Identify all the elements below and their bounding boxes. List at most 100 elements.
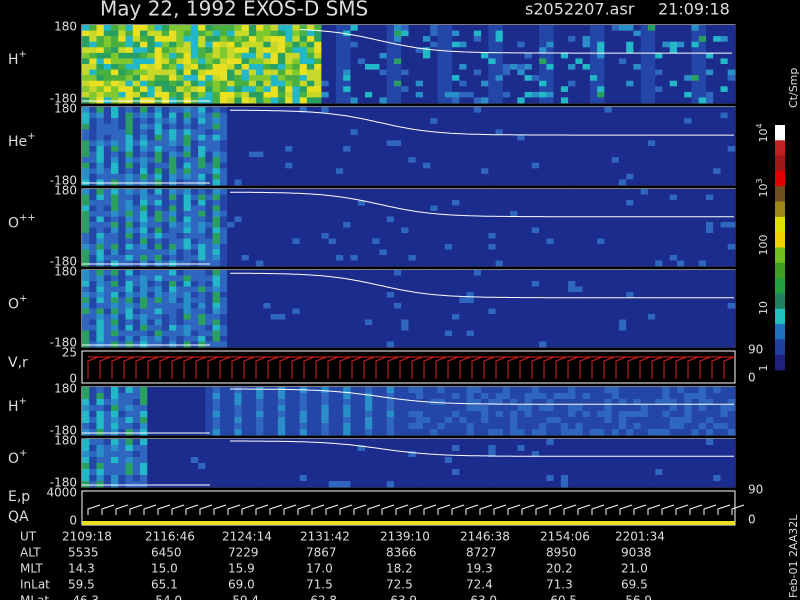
spectrogram-cell [408, 58, 417, 65]
spectrogram-cell [684, 249, 692, 256]
spectrogram-cell [633, 97, 642, 104]
spectrogram-cell [205, 151, 213, 158]
spectrogram-cell [103, 25, 112, 31]
spectrogram-cell [140, 205, 148, 212]
spectrogram-cell [546, 244, 555, 250]
spectrogram-cell [633, 244, 642, 250]
spectrogram-cell [190, 303, 199, 309]
spectrogram-cell [706, 205, 714, 212]
spectrogram-cell [459, 123, 467, 130]
spectrogram-cell [662, 233, 671, 239]
spectrogram-cell [655, 30, 663, 37]
spectrogram-cell [669, 336, 678, 342]
spectrogram-cell [618, 134, 627, 141]
spectrogram-cell [96, 151, 105, 158]
spectrogram-cell [423, 69, 431, 76]
spectrogram-cell [677, 281, 685, 287]
spectrogram-cell [169, 52, 177, 59]
spectrogram-cell [256, 216, 264, 223]
spectrogram-cell [684, 64, 692, 70]
spectrogram-cell [147, 205, 155, 212]
spectrogram-cell [394, 134, 402, 141]
spectrogram-cell [299, 118, 308, 125]
spectrogram-cell [626, 151, 634, 158]
spectrogram-cell [553, 233, 562, 239]
spectrogram-cell [394, 211, 402, 217]
spectrogram-cell [350, 336, 359, 342]
spectrogram-cell [684, 30, 692, 37]
spectrogram-cell [365, 336, 373, 342]
spectrogram-cell [89, 275, 97, 282]
spectrogram-cell [212, 52, 221, 59]
spectrogram-cell [618, 36, 627, 43]
spectrogram-cell [263, 30, 272, 37]
spectrogram-cell [589, 255, 598, 261]
spectrogram-cell [677, 146, 685, 152]
spectrogram-cell [292, 146, 301, 152]
spectrogram-cell [473, 189, 482, 195]
spectrogram-cell [147, 157, 155, 164]
spectrogram-cell [444, 292, 453, 298]
spectrogram-cell [408, 325, 417, 331]
spectrogram-cell [227, 41, 235, 48]
spectrogram-cell [495, 314, 504, 320]
spectrogram-cell [125, 216, 134, 223]
spectrogram-cell [597, 151, 605, 158]
spectrogram-cell [626, 341, 634, 348]
spectrogram-cell [568, 112, 576, 119]
spectrogram-cell [111, 179, 119, 186]
spectrogram-cell [437, 194, 446, 201]
spectrogram-cell [270, 244, 279, 250]
spectrogram-cell [190, 270, 199, 276]
spectrogram-cell [343, 244, 351, 250]
spectrogram-cell [89, 286, 97, 293]
spectrogram-cell [212, 233, 221, 239]
spectrogram-cell [227, 112, 235, 119]
spectrogram-cell [89, 52, 97, 59]
spectrogram-cell [132, 123, 141, 130]
spectrogram-cell [466, 216, 475, 223]
spectrogram-cell [684, 157, 692, 164]
spectrogram-cell [560, 58, 569, 65]
spectrogram-cell [444, 216, 453, 223]
spectrogram-cell [691, 308, 700, 315]
spectrogram-cell [379, 286, 388, 293]
spectrogram-cell [698, 151, 707, 158]
spectrogram-cell [335, 173, 344, 180]
spectrogram-cell [96, 64, 105, 70]
spectrogram-cell [655, 189, 663, 195]
spectrogram-cell [677, 238, 685, 245]
spectrogram-cell [473, 36, 482, 43]
spectrogram-cell [357, 211, 366, 217]
spectrogram-cell [132, 194, 141, 201]
spectrogram-cell [459, 179, 467, 186]
spectrogram-cell [379, 91, 388, 98]
spectrogram-cell [263, 336, 272, 342]
spectrogram-cell [662, 270, 671, 276]
spectrogram-cell [306, 91, 315, 98]
spectrogram-cell [372, 341, 380, 348]
spectrogram-cell [328, 211, 337, 217]
spectrogram-cell [495, 91, 504, 98]
spectrogram-cell [372, 36, 380, 43]
spectrogram-cell [582, 303, 591, 309]
spectrogram-cell [176, 314, 184, 320]
spectrogram-cell [524, 308, 533, 315]
spectrogram-cell [568, 233, 576, 239]
spectrogram-cell [154, 157, 163, 164]
spectrogram-cell [263, 233, 272, 239]
spectrogram-cell [459, 140, 467, 147]
spectrogram-cell [495, 200, 504, 206]
spectrogram-cell [706, 260, 714, 267]
spectrogram-cell [198, 255, 206, 261]
spectrogram-cell [183, 179, 192, 186]
spectrogram-cell [328, 233, 337, 239]
spectrogram-cell [212, 80, 221, 87]
spectrogram-cell [256, 129, 264, 136]
spectrogram-cell [466, 52, 475, 59]
spectrogram-cell [611, 303, 620, 309]
spectrogram-cell [372, 308, 380, 315]
spectrogram-cell [140, 25, 148, 31]
spectrogram-cell [415, 303, 424, 309]
spectrogram-cell [219, 286, 228, 293]
